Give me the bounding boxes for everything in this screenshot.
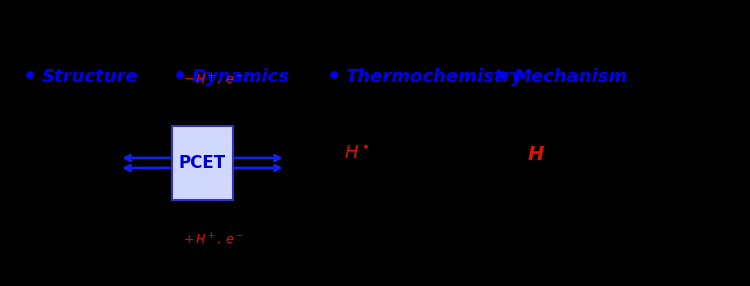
Text: $+\,H^+,\,e^-$: $+\,H^+,\,e^-$: [184, 232, 244, 248]
Text: $H^\bullet$: $H^\bullet$: [344, 146, 369, 163]
Text: Thermochemistry: Thermochemistry: [345, 68, 523, 86]
Text: Mechanism: Mechanism: [514, 68, 628, 86]
Text: Dynamics: Dynamics: [191, 68, 290, 86]
Text: •: •: [22, 67, 37, 87]
FancyBboxPatch shape: [172, 126, 233, 200]
Text: •: •: [326, 67, 340, 87]
Text: •: •: [172, 67, 187, 87]
Text: Structure: Structure: [41, 68, 138, 86]
Text: •: •: [495, 67, 509, 87]
Text: $-\,H^+,\,e^-$: $-\,H^+,\,e^-$: [184, 72, 244, 88]
Text: H: H: [528, 145, 544, 164]
Text: PCET: PCET: [179, 154, 226, 172]
